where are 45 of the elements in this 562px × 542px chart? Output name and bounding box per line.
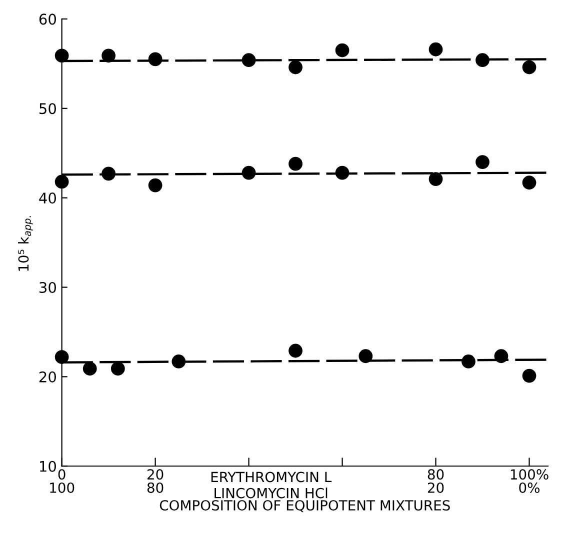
point: [54, 350, 69, 364]
x-axis-title: COMPOSITION OF EQUIPOTENT MIXTURES: [160, 500, 450, 512]
point: [242, 166, 256, 180]
point: [102, 48, 116, 63]
y-tick-label: 20: [39, 371, 56, 382]
point: [522, 60, 536, 74]
y-tick-label: 60: [39, 14, 56, 25]
x-tick-label: 80: [428, 469, 444, 480]
x-tick-label: 20: [147, 469, 164, 480]
x2-tick-label: 100: [50, 482, 74, 493]
y-tick-label: 50: [40, 103, 56, 114]
point: [102, 166, 116, 181]
point: [335, 166, 350, 180]
point: [522, 176, 536, 190]
point: [110, 362, 125, 376]
x-tick-label: 0: [58, 469, 66, 480]
point: [476, 155, 490, 170]
x-tick-label: 100%: [510, 469, 548, 480]
point: [54, 174, 69, 189]
point: [428, 172, 443, 186]
y-axis-title: 10⁵ k$_{app.}$: [18, 216, 33, 271]
point: [54, 48, 69, 63]
text: LINCOMYCIN HCl: [214, 488, 328, 498]
y-tick-label: 10: [40, 460, 56, 472]
point: [288, 156, 302, 171]
y-tick-label: 30: [40, 282, 56, 294]
point: [242, 53, 256, 68]
x2-tick-label: 20: [428, 482, 444, 493]
point: [148, 178, 162, 192]
point: [428, 42, 443, 56]
point: [522, 368, 536, 383]
point: [288, 344, 302, 358]
point: [148, 52, 162, 66]
point: [288, 60, 302, 74]
point: [494, 349, 508, 364]
point: [462, 354, 476, 368]
x2-tick-label: 0%: [519, 482, 540, 493]
y-tick-label: 40: [39, 192, 56, 204]
point: [358, 349, 373, 364]
text: ERYTHROMYCIN L: [211, 472, 332, 482]
point: [476, 53, 490, 68]
x2-tick-label: 80: [147, 482, 164, 493]
point: [82, 362, 97, 376]
point: [335, 43, 350, 58]
point: [172, 354, 186, 368]
